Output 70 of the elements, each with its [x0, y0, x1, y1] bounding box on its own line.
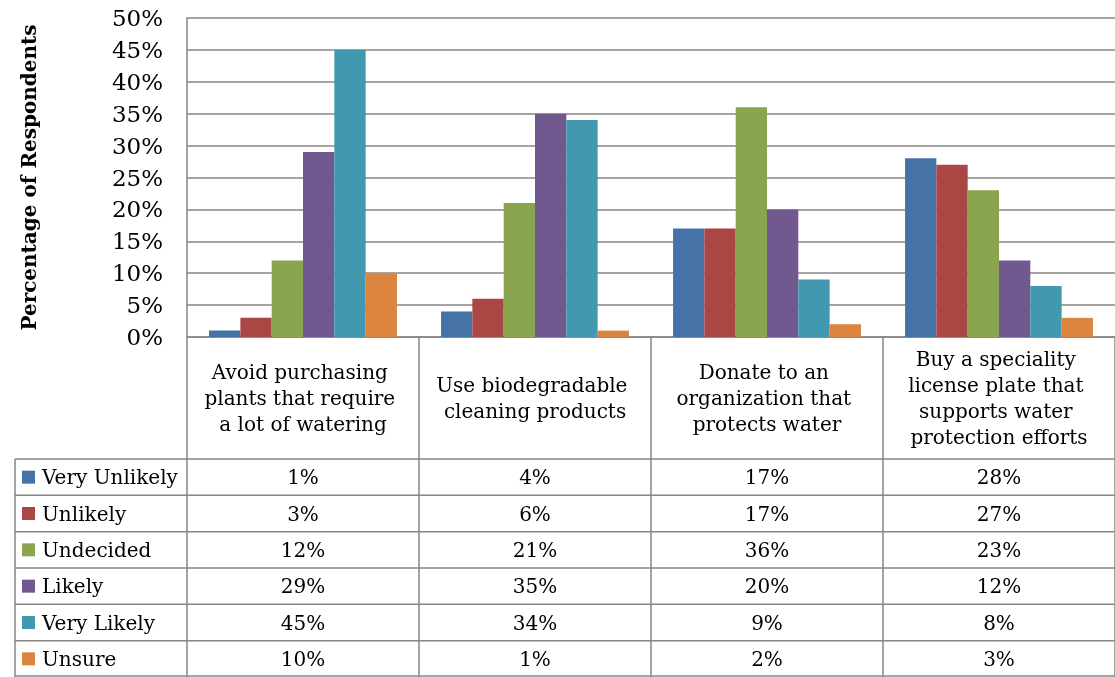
data-label: 8% — [983, 610, 1015, 635]
data-label: 3% — [983, 646, 1015, 671]
y-tick-label: 5% — [126, 292, 163, 319]
y-tick-label: 35% — [111, 100, 163, 127]
data-label: 23% — [976, 537, 1022, 562]
y-tick-label: 15% — [111, 228, 163, 255]
data-label: 34% — [512, 610, 558, 635]
data-label: 2% — [751, 646, 783, 671]
data-label: 29% — [280, 574, 326, 599]
legend-label: Very Likely — [41, 610, 156, 635]
bar — [472, 298, 504, 337]
legend-label: Undecided — [42, 537, 152, 562]
bar — [535, 113, 567, 337]
data-label: 4% — [519, 465, 551, 490]
x-tick-label: Donate to an organization that protects water — [676, 360, 858, 436]
bar — [673, 228, 705, 337]
bar — [334, 49, 366, 337]
bar — [441, 311, 473, 337]
data-label: 10% — [280, 646, 326, 671]
data-label: 21% — [512, 537, 558, 562]
bar — [735, 107, 767, 337]
x-tick-label: Use biodegradable cleaning products — [436, 373, 634, 423]
y-tick-label: 40% — [111, 68, 163, 95]
data-label: 35% — [512, 574, 558, 599]
data-label: 12% — [976, 574, 1022, 599]
data-label: 17% — [744, 501, 790, 526]
bar — [798, 279, 830, 337]
data-label: 9% — [751, 610, 783, 635]
bar — [303, 151, 335, 337]
bar — [704, 228, 736, 337]
data-label: 28% — [976, 465, 1022, 490]
legend-label: Unsure — [42, 646, 117, 671]
data-label: 3% — [287, 501, 319, 526]
data-label: 36% — [744, 537, 790, 562]
data-label: 12% — [280, 537, 326, 562]
x-tick-label: Buy a speciality license plate that supports water protection efforts — [908, 347, 1090, 449]
data-label: 17% — [744, 465, 790, 490]
bar — [936, 164, 968, 337]
bar — [597, 330, 629, 337]
bar — [999, 260, 1031, 337]
bar — [967, 190, 999, 337]
y-tick-label: 20% — [111, 196, 163, 223]
bar — [566, 120, 598, 337]
y-axis-title: Percentage of Respondents — [17, 24, 41, 331]
bar — [271, 260, 303, 337]
y-tick-label: 50% — [111, 5, 163, 31]
y-tick-label: 45% — [111, 36, 163, 63]
bar — [240, 317, 272, 337]
legend-label: Likely — [42, 574, 105, 599]
data-label: 1% — [287, 465, 319, 490]
x-tick-label: Avoid purchasing plants that require a lot of watering — [204, 360, 402, 436]
data-label: 6% — [519, 501, 551, 526]
data-label: 45% — [280, 610, 326, 635]
data-label: 1% — [519, 646, 551, 671]
y-tick-label: 0% — [126, 324, 163, 350]
bar — [1061, 317, 1093, 337]
legend-label: Unlikely — [42, 501, 127, 526]
bar — [767, 209, 799, 337]
bar — [503, 203, 535, 337]
bar — [829, 324, 861, 337]
data-label: 20% — [744, 574, 790, 599]
bar — [365, 273, 397, 337]
y-tick-label: 10% — [111, 260, 163, 287]
data-label: 27% — [976, 501, 1022, 526]
legend-label: Very Unlikely — [41, 465, 179, 490]
bar — [905, 158, 937, 337]
bar — [209, 330, 241, 337]
y-tick-label: 30% — [111, 132, 163, 159]
bar — [1030, 285, 1062, 337]
y-tick-label: 25% — [111, 164, 163, 191]
